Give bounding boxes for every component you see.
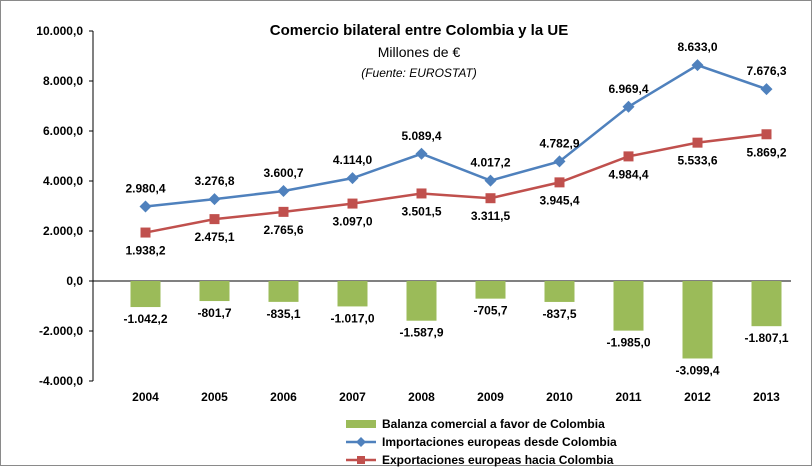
imports-point bbox=[691, 59, 704, 72]
y-tick-label: -4.000,0 bbox=[39, 374, 83, 388]
bar-data-label: -1.042,2 bbox=[123, 312, 167, 326]
bar-data-label: -1.017,0 bbox=[330, 311, 374, 325]
bar-data-label: -837,5 bbox=[542, 307, 576, 321]
imports-point bbox=[760, 83, 773, 96]
bar-balance bbox=[199, 281, 230, 302]
imports-data-label: 4.114,0 bbox=[333, 153, 373, 167]
bar-balance bbox=[751, 281, 782, 327]
bar-data-label: -1.985,0 bbox=[606, 336, 650, 350]
exports-line bbox=[145, 133, 767, 234]
bar-balance bbox=[544, 281, 575, 302]
exports-data-label: 1.938,2 bbox=[125, 244, 165, 258]
y-tick-label: 0,0 bbox=[66, 274, 83, 288]
exports-point bbox=[761, 129, 772, 140]
imports-data-label: 8.633,0 bbox=[677, 40, 717, 54]
y-tick-label: 4.000,0 bbox=[43, 174, 83, 188]
data-labels-layer: -1.042,2 -801,7 -835,1 -1.017,0 -1.587,9 -705… bbox=[123, 40, 788, 377]
bar-balance bbox=[682, 281, 713, 359]
x-tick-label: 2011 bbox=[615, 390, 641, 404]
legend-marker-diamond bbox=[356, 437, 366, 447]
bar-balance bbox=[406, 281, 437, 321]
lines-layer bbox=[139, 59, 773, 238]
x-tick-label: 2010 bbox=[546, 390, 573, 404]
bar-data-label: -1.807,1 bbox=[744, 331, 788, 345]
legend: Balanza comercial a favor de Colombia Imp… bbox=[346, 417, 617, 467]
imports-line bbox=[145, 63, 767, 208]
exports-point bbox=[416, 188, 427, 199]
exports-data-label: 3.945,4 bbox=[539, 193, 579, 207]
bar-data-label: -835,1 bbox=[266, 307, 300, 321]
bar-balance bbox=[130, 281, 161, 308]
y-tick-label: 10.000,0 bbox=[36, 24, 83, 38]
imports-data-label: 2.980,4 bbox=[125, 181, 165, 195]
bar-data-label: -3.099,4 bbox=[675, 363, 719, 377]
axes-layer: 10.000,0 8.000,0 6.000,0 4.000,0 2.000,0 0,0 -… bbox=[36, 24, 791, 404]
imports-data-label: 3.600,7 bbox=[263, 166, 303, 180]
bar-balance bbox=[613, 281, 644, 331]
imports-data-label: 5.089,4 bbox=[401, 129, 441, 143]
x-tick-label: 2005 bbox=[201, 390, 228, 404]
exports-data-label: 5.869,2 bbox=[746, 145, 786, 159]
imports-data-label: 4.782,9 bbox=[539, 136, 579, 150]
x-tick-label: 2006 bbox=[270, 390, 297, 404]
exports-point bbox=[623, 151, 634, 162]
exports-point bbox=[485, 193, 496, 204]
bar-balance bbox=[337, 281, 368, 307]
imports-point bbox=[277, 184, 290, 197]
exports-data-label: 2.475,1 bbox=[194, 230, 234, 244]
chart-title: Comercio bilateral entre Colombia y la U… bbox=[270, 22, 568, 39]
exports-data-label: 2.765,6 bbox=[263, 223, 303, 237]
imports-point bbox=[139, 200, 152, 213]
imports-point bbox=[553, 155, 566, 168]
chart-subtitle: Millones de € bbox=[378, 44, 461, 60]
exports-data-label: 5.533,6 bbox=[677, 154, 717, 168]
exports-data-label: 3.501,5 bbox=[401, 204, 441, 218]
exports-data-label: 3.097,0 bbox=[332, 215, 372, 229]
bar-balance bbox=[268, 281, 299, 302]
legend-swatch-bar bbox=[346, 420, 376, 428]
imports-data-label: 4.017,2 bbox=[470, 156, 510, 170]
exports-data-label: 4.984,4 bbox=[608, 167, 648, 181]
y-tick-label: 8.000,0 bbox=[43, 74, 83, 88]
exports-point bbox=[278, 206, 289, 217]
legend-label: Exportaciones europeas hacia Colombia bbox=[382, 453, 614, 467]
x-tick-label: 2004 bbox=[132, 390, 159, 404]
imports-point bbox=[622, 100, 635, 113]
bar-balance bbox=[475, 281, 506, 299]
exports-point bbox=[692, 137, 703, 148]
exports-data-label: 3.311,5 bbox=[471, 209, 511, 223]
imports-data-label: 6.969,4 bbox=[608, 82, 648, 96]
imports-data-label: 7.676,3 bbox=[746, 64, 786, 78]
exports-point bbox=[347, 198, 358, 209]
x-tick-label: 2012 bbox=[684, 390, 711, 404]
bar-data-label: -801,7 bbox=[197, 306, 231, 320]
x-tick-label: 2013 bbox=[753, 390, 780, 404]
bars-layer bbox=[130, 281, 782, 359]
imports-point bbox=[415, 147, 428, 160]
legend-label: Balanza comercial a favor de Colombia bbox=[382, 417, 605, 431]
x-tick-label: 2007 bbox=[339, 390, 366, 404]
y-tick-label: 2.000,0 bbox=[43, 224, 83, 238]
bar-data-label: -1.587,9 bbox=[399, 326, 443, 340]
imports-point bbox=[208, 193, 221, 206]
exports-point bbox=[554, 177, 565, 188]
exports-point bbox=[209, 214, 220, 225]
chart-source: (Fuente: EUROSTAT) bbox=[361, 66, 477, 80]
y-tick-label: -2.000,0 bbox=[39, 324, 83, 338]
legend-label: Importaciones europeas desde Colombia bbox=[382, 435, 617, 449]
y-tick-label: 6.000,0 bbox=[43, 124, 83, 138]
imports-point bbox=[484, 174, 497, 187]
bar-data-label: -705,7 bbox=[473, 304, 507, 318]
imports-data-label: 3.276,8 bbox=[194, 174, 234, 188]
legend-marker-square bbox=[357, 456, 365, 464]
x-tick-label: 2009 bbox=[477, 390, 504, 404]
exports-point bbox=[140, 227, 151, 238]
imports-point bbox=[346, 172, 359, 185]
x-tick-label: 2008 bbox=[408, 390, 435, 404]
